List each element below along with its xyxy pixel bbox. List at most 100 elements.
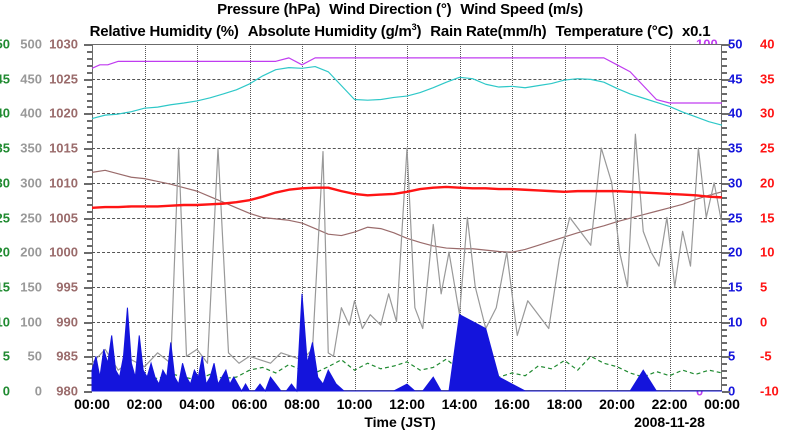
axis-tick-label: 1005: [49, 210, 78, 225]
axis-minor-tick: [87, 106, 92, 109]
axis-tick-label: 30: [0, 175, 10, 191]
axis-minor-tick: [87, 307, 92, 310]
legend-wind-speed: Wind Speed (m/s): [460, 1, 583, 18]
gridline-horizontal: [92, 182, 722, 184]
x-axis-tick-label: 20:00: [599, 396, 635, 412]
axis-minor-tick: [722, 127, 727, 130]
axis-minor-tick: [87, 363, 92, 366]
axis-minor-tick: [87, 189, 92, 192]
axis-minor-tick: [87, 342, 92, 345]
axis-minor-tick: [87, 155, 92, 158]
axis-tick-label: 30: [760, 105, 775, 121]
axis-tick-label: 15: [0, 279, 10, 295]
x-axis-date: 2008-11-28: [634, 414, 705, 430]
axis-major-tick: [84, 44, 92, 46]
axis-tick-label: 450: [20, 71, 42, 87]
gridline-horizontal: [92, 286, 722, 288]
axis-tick-label: 1010: [49, 175, 78, 191]
axis-minor-tick: [722, 238, 727, 241]
axis-minor-tick: [722, 210, 727, 213]
axis-minor-tick: [87, 279, 92, 282]
axis-tick-label: 15: [760, 210, 775, 225]
axis-minor-tick: [87, 377, 92, 380]
axis-minor-tick: [87, 238, 92, 241]
axis-minor-tick: [722, 335, 727, 338]
gridline-horizontal: [92, 113, 722, 115]
gridline-horizontal: [92, 252, 722, 254]
axis-minor-tick: [87, 224, 92, 227]
axis-tick-label: 50: [27, 348, 42, 364]
axis-minor-tick: [87, 175, 92, 178]
axis-rain-rate: 50 45 40 35 30 25 20 15 10 5 0: [728, 38, 762, 398]
axis-minor-tick: [722, 196, 727, 199]
axis-minor-tick: [722, 279, 727, 282]
axis-minor-tick: [87, 370, 92, 373]
axis-minor-tick: [87, 141, 92, 144]
left-tick-marks: [84, 44, 92, 393]
axis-minor-tick: [87, 168, 92, 171]
legend-row-2: Relative Humidity (%) Absolute Humidity …: [0, 19, 800, 40]
axis-tick-label: 1000: [49, 244, 78, 260]
axis-minor-tick: [87, 134, 92, 137]
axis-tick-label: 20: [760, 175, 775, 191]
x-axis-tick-label: 04:00: [179, 396, 215, 412]
axis-minor-tick: [87, 245, 92, 248]
axis-minor-tick: [722, 224, 727, 227]
legend-pressure: Pressure (hPa): [217, 1, 321, 18]
series-wind-direction: [91, 133, 723, 371]
axis-minor-tick: [722, 266, 727, 269]
axis-tick-label: 15: [728, 279, 743, 295]
axis-tick-label: 35: [728, 140, 743, 156]
axis-minor-tick: [87, 384, 92, 387]
axis-temperature: 40 35 30 25 20 15 10 5 0 -5 -10: [760, 38, 794, 398]
axis-tick-label: -10: [760, 383, 779, 399]
axis-wind-direction: 500 450 400 350 300 250 200 150 100 50 0: [0, 38, 42, 398]
axis-major-tick: [84, 113, 92, 116]
axis-major-tick: [84, 148, 92, 151]
x-axis-tick-label: 14:00: [441, 396, 478, 412]
axis-tick-label: 40: [0, 105, 10, 121]
axis-minor-tick: [87, 328, 92, 331]
axis-minor-tick: [87, 127, 92, 130]
axis-tick-label: 5: [728, 348, 736, 364]
axis-minor-tick: [87, 57, 92, 60]
axis-minor-tick: [722, 259, 727, 262]
axis-minor-tick: [722, 155, 727, 158]
axis-major-tick: [84, 217, 92, 220]
axis-minor-tick: [722, 99, 727, 102]
axis-tick-label: 10: [0, 314, 10, 330]
legend-absolute-humidity: Absolute Humidity (g/m3): [247, 22, 422, 40]
axis-major-tick: [722, 252, 730, 255]
axis-minor-tick: [87, 203, 92, 206]
axis-minor-tick: [87, 273, 92, 276]
axis-minor-tick: [722, 120, 727, 123]
axis-minor-tick: [722, 106, 727, 109]
axis-major-tick: [84, 391, 92, 393]
axis-major-tick: [84, 321, 92, 324]
axis-minor-tick: [722, 384, 727, 387]
axis-tick-label: 25: [728, 210, 743, 225]
axis-major-tick: [722, 321, 730, 324]
axis-minor-tick: [722, 370, 727, 373]
axis-minor-tick: [722, 363, 727, 366]
axis-major-tick: [84, 78, 92, 81]
series-relative-humidity: [91, 57, 722, 104]
axis-tick-label: 985: [56, 348, 78, 364]
axis-tick-label: 250: [20, 210, 42, 225]
series-layer: [91, 57, 723, 393]
x-axis-tick-label: 02:00: [126, 396, 163, 412]
axis-minor-tick: [722, 168, 727, 171]
axis-minor-tick: [722, 349, 727, 352]
axis-major-tick: [722, 356, 730, 359]
legend-multiplier: x0.1: [682, 23, 711, 40]
x-axis-tick-label: 00:00: [74, 396, 110, 412]
axis-pressure: 1030 1025 1020 1015 1010 1005 1000 995 990 985 980: [0, 38, 78, 398]
axis-major-tick: [722, 113, 730, 116]
axis-minor-tick: [722, 85, 727, 88]
series-absolute-humidity-g-m: [91, 65, 723, 126]
axis-tick-label: 35: [0, 140, 10, 156]
axis-tick-label: 0: [2, 383, 10, 399]
axis-tick-label: 0: [728, 383, 736, 399]
axis-minor-tick: [722, 141, 727, 144]
axis-minor-tick: [722, 71, 727, 74]
